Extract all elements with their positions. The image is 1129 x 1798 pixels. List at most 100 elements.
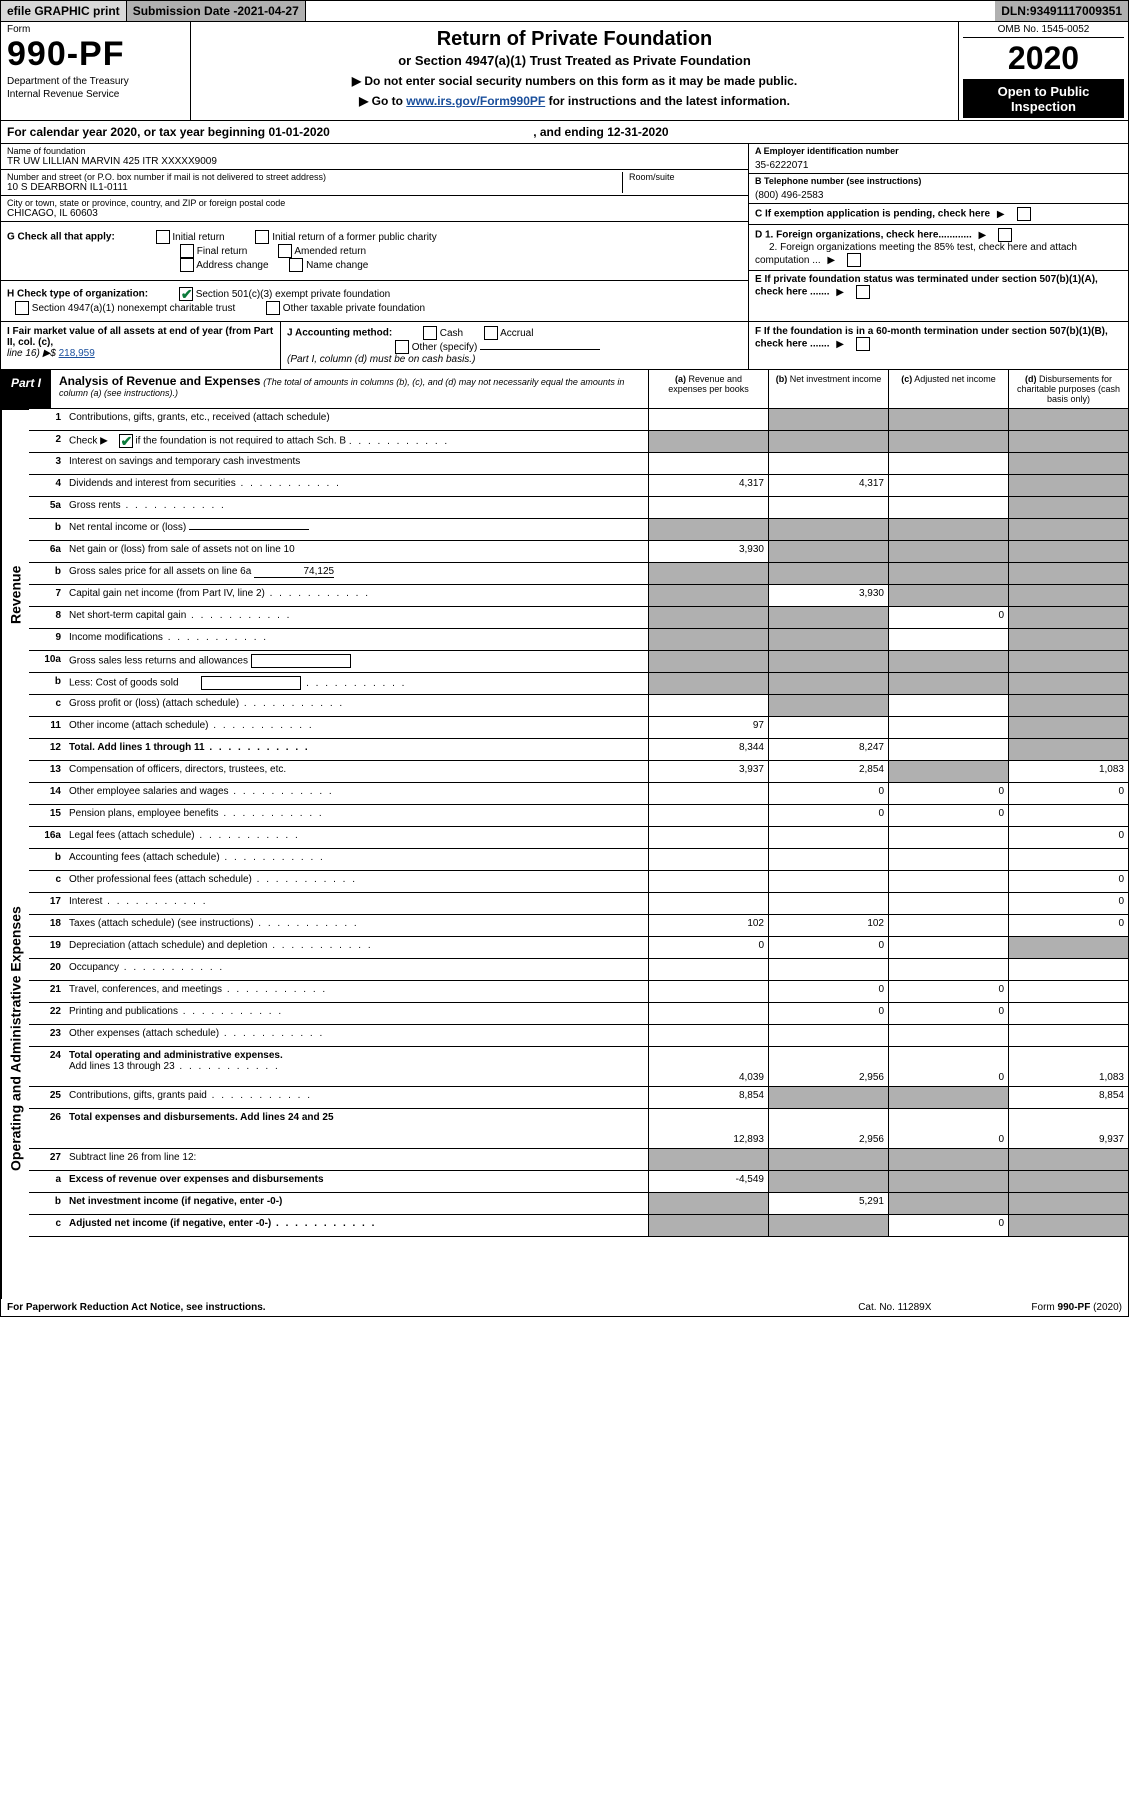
- chk-4947a1[interactable]: [15, 301, 29, 315]
- r13-d: 1,083: [1008, 761, 1128, 782]
- submission-date: Submission Date - 2021-04-27: [127, 1, 306, 21]
- g-label: G Check all that apply:: [7, 232, 115, 243]
- row-16c: cOther professional fees (attach schedul…: [29, 871, 1128, 893]
- h-label: H Check type of organization:: [7, 289, 148, 300]
- room-label: Room/suite: [629, 172, 742, 182]
- r10a-desc: Gross sales less returns and allowances: [65, 651, 648, 672]
- ein-value: 35-6222071: [755, 156, 1122, 171]
- subdate-label: Submission Date -: [133, 4, 238, 18]
- row-27a: aExcess of revenue over expenses and dis…: [29, 1171, 1128, 1193]
- r17-desc: Interest: [65, 893, 648, 914]
- dln: DLN: 93491117009351: [995, 1, 1128, 21]
- chk-final-return[interactable]: [180, 244, 194, 258]
- r7-desc: Capital gain net income (from Part IV, l…: [65, 585, 648, 606]
- row-23: 23Other expenses (attach schedule): [29, 1025, 1128, 1047]
- r12-b: 8,247: [768, 739, 888, 760]
- chk-other-taxable[interactable]: [266, 301, 280, 315]
- r24-desc: Total operating and administrative expen…: [65, 1047, 648, 1086]
- chk-accrual[interactable]: [484, 326, 498, 340]
- chk-d2[interactable]: [847, 253, 861, 267]
- tax-year: 2020: [963, 38, 1124, 80]
- r18-d: 0: [1008, 915, 1128, 936]
- j-note: (Part I, column (d) must be on cash basi…: [287, 354, 475, 365]
- r19-b: 0: [768, 937, 888, 958]
- chk-d1[interactable]: [998, 228, 1012, 242]
- row-10b: bLess: Cost of goods sold: [29, 673, 1128, 695]
- row-19: 19Depreciation (attach schedule) and dep…: [29, 937, 1128, 959]
- r5b-desc: Net rental income or (loss): [65, 519, 648, 540]
- section-j: J Accounting method: Cash Accrual Other …: [281, 322, 748, 369]
- r27b-b: 5,291: [768, 1193, 888, 1214]
- r16c-d: 0: [1008, 871, 1128, 892]
- cal-end: 12-31-2020: [607, 125, 668, 139]
- chk-amended[interactable]: [278, 244, 292, 258]
- r16c-desc: Other professional fees (attach schedule…: [65, 871, 648, 892]
- row-14: 14Other employee salaries and wages000: [29, 783, 1128, 805]
- r27c-desc: Adjusted net income (if negative, enter …: [65, 1215, 648, 1236]
- chk-initial-former[interactable]: [255, 230, 269, 244]
- r27-desc: Subtract line 26 from line 12:: [65, 1149, 648, 1170]
- section-i: I Fair market value of all assets at end…: [1, 322, 281, 369]
- row-6b: bGross sales price for all assets on lin…: [29, 563, 1128, 585]
- r6b-desc: Gross sales price for all assets on line…: [65, 563, 648, 584]
- row-10a: 10aGross sales less returns and allowanc…: [29, 651, 1128, 673]
- r27b-desc: Net investment income (if negative, ente…: [65, 1193, 648, 1214]
- form-title: Return of Private Foundation: [201, 28, 948, 51]
- row-27: 27Subtract line 26 from line 12:: [29, 1149, 1128, 1171]
- row-24: 24Total operating and administrative exp…: [29, 1047, 1128, 1087]
- row-12: 12Total. Add lines 1 through 118,3448,24…: [29, 739, 1128, 761]
- ij-left: I Fair market value of all assets at end…: [1, 322, 748, 369]
- j-accrual: Accrual: [500, 328, 533, 339]
- section-g: G Check all that apply: Initial return I…: [1, 222, 748, 281]
- row-20: 20Occupancy: [29, 959, 1128, 981]
- chk-cash[interactable]: [423, 326, 437, 340]
- r21-b: 0: [768, 981, 888, 1002]
- chk-501c3[interactable]: [179, 287, 193, 301]
- e-label: E If private foundation status was termi…: [755, 274, 1098, 298]
- form-note1: ▶ Do not enter social security numbers o…: [201, 74, 948, 88]
- open-inspection: Open to Public Inspection: [963, 80, 1124, 118]
- fmv-link[interactable]: 218,959: [59, 348, 95, 359]
- i-label: I Fair market value of all assets at end…: [7, 326, 273, 348]
- section-f: F If the foundation is in a 60-month ter…: [748, 322, 1128, 369]
- chk-other-acct[interactable]: [395, 340, 409, 354]
- f-label: F If the foundation is in a 60-month ter…: [755, 326, 1108, 350]
- chk-name-change[interactable]: [289, 258, 303, 272]
- r19-desc: Depreciation (attach schedule) and deple…: [65, 937, 648, 958]
- r3-desc: Interest on savings and temporary cash i…: [65, 453, 648, 474]
- r20-desc: Occupancy: [65, 959, 648, 980]
- chk-c[interactable]: [1017, 207, 1031, 221]
- r22-b: 0: [768, 1003, 888, 1024]
- chk-initial-return[interactable]: [156, 230, 170, 244]
- h-opt3: Other taxable private foundation: [283, 303, 425, 314]
- chk-address-change[interactable]: [180, 258, 194, 272]
- row-17: 17Interest0: [29, 893, 1128, 915]
- r26-a: 12,893: [648, 1109, 768, 1148]
- r27a-a: -4,549: [648, 1171, 768, 1192]
- row-21: 21Travel, conferences, and meetings00: [29, 981, 1128, 1003]
- r2-post: if the foundation is not required to att…: [133, 436, 346, 447]
- chk-schb[interactable]: [119, 434, 133, 448]
- part1-label: Part I: [1, 370, 51, 408]
- footer-form: Form 990-PF (2020): [1031, 1302, 1122, 1313]
- row-10c: cGross profit or (loss) (attach schedule…: [29, 695, 1128, 717]
- row-11: 11Other income (attach schedule)97: [29, 717, 1128, 739]
- g-opt1: Initial return of a former public charit…: [272, 232, 437, 243]
- calendar-year-row: For calendar year 2020, or tax year begi…: [0, 121, 1129, 144]
- r2-pre: Check ▶: [69, 436, 111, 447]
- part1-desc: Analysis of Revenue and Expenses (The to…: [51, 370, 648, 408]
- part1-header: Part I Analysis of Revenue and Expenses …: [0, 370, 1129, 409]
- r12-a: 8,344: [648, 739, 768, 760]
- c-label: C If exemption application is pending, c…: [755, 209, 990, 220]
- tel-label: B Telephone number (see instructions): [755, 176, 921, 186]
- r18-b: 102: [768, 915, 888, 936]
- instructions-link[interactable]: www.irs.gov/Form990PF: [406, 94, 545, 108]
- chk-e[interactable]: [856, 285, 870, 299]
- r15-b: 0: [768, 805, 888, 826]
- h-opt2: Section 4947(a)(1) nonexempt charitable …: [32, 303, 235, 314]
- efile-label[interactable]: efile GRAPHIC print: [1, 1, 127, 21]
- r11-desc: Other income (attach schedule): [65, 717, 648, 738]
- chk-f[interactable]: [856, 337, 870, 351]
- r4-b: 4,317: [768, 475, 888, 496]
- r18-desc: Taxes (attach schedule) (see instruction…: [65, 915, 648, 936]
